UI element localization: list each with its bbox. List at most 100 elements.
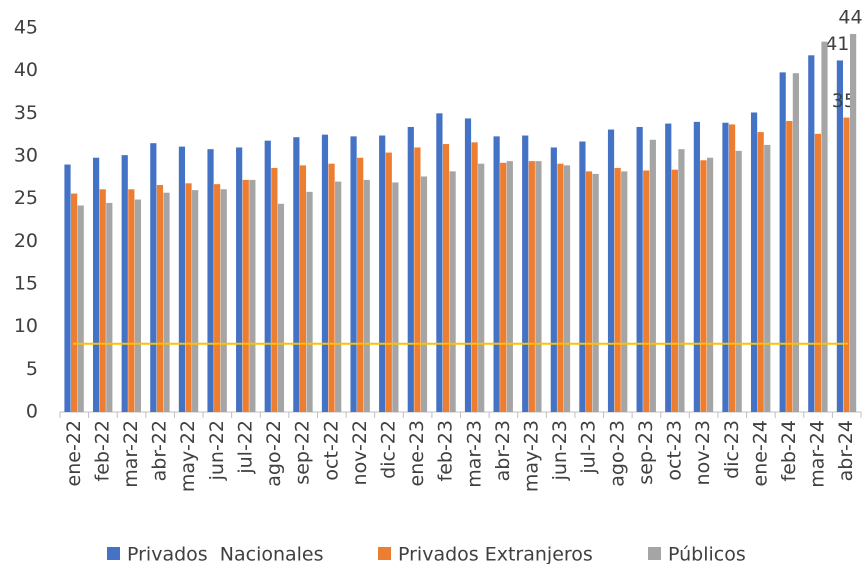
x-tick-label: feb-24 [778,420,800,481]
x-tick-label: sep-22 [292,420,314,485]
x-tick-label: nov-23 [692,420,714,485]
legend-label: Privados Extranjeros [398,544,593,564]
bar [614,167,621,412]
bar [678,149,685,412]
bar [471,142,478,412]
bar [242,179,249,412]
x-tick-label: ago-22 [263,420,285,487]
y-tick-label: 5 [26,358,38,380]
x-tick-label: sep-23 [635,420,657,485]
x-tick-label: jul-23 [578,420,600,475]
bar [557,163,564,412]
bar [550,147,557,412]
x-tick-label: oct-23 [664,420,686,481]
bar [99,189,106,412]
x-tick-label: ago-23 [606,420,628,487]
bar [757,132,764,412]
bar [185,183,192,412]
bar [220,189,227,412]
bar [579,141,586,412]
bar [706,157,714,412]
y-tick-label: 20 [14,230,38,252]
bar [728,124,736,412]
bar [693,121,700,412]
y-tick-label: 30 [14,145,38,167]
bar [665,123,672,412]
y-tick-label: 45 [14,17,38,39]
bar [299,165,307,412]
bar [178,146,186,412]
bar [249,179,256,412]
y-tick-label: 15 [14,273,38,295]
bar [93,157,100,412]
bar [500,162,507,412]
y-tick-label: 35 [14,102,38,124]
bar [506,161,513,412]
bar [649,139,656,412]
bar [592,173,599,412]
x-tick-label: feb-23 [435,420,457,481]
bar [306,191,313,412]
bar [128,189,135,412]
x-tick-label: abr-23 [492,420,514,481]
bar [607,129,615,412]
x-tick-label: jul-22 [234,420,256,475]
bar [528,161,535,412]
legend-label: Privados Nacionales [127,544,324,564]
bar [821,41,828,413]
bar [643,170,650,412]
bar [671,169,678,412]
x-tick-label: nov-22 [349,420,371,485]
bar [836,60,843,412]
data-label: 44 [838,6,862,28]
bar [264,140,271,412]
x-tick-label: abr-22 [149,420,171,481]
bar [134,199,142,412]
y-tick-label: 40 [14,59,38,81]
bar [585,171,593,412]
bar [385,152,392,412]
bar [121,155,128,412]
bar [843,117,850,412]
x-tick-label: may-22 [177,420,199,492]
bar [786,121,793,412]
bar [236,147,243,412]
bar [328,163,335,412]
x-tick-label: dic-22 [377,420,399,479]
bar [71,193,78,412]
bar [779,72,786,412]
bar [106,202,113,412]
bar [808,55,815,412]
bar [271,167,278,412]
bar [493,136,500,412]
bar [77,205,84,412]
x-tick-label: ene-22 [63,420,85,486]
legend-label: Públicos [668,544,746,564]
x-tick-label: jun-23 [549,420,571,481]
bar [449,171,456,412]
bar [849,33,857,413]
bar [293,137,300,412]
bar [335,181,342,412]
bar [792,73,799,412]
legend-swatch [378,547,391,560]
x-tick-label: dic-23 [721,420,743,479]
bar [478,163,485,412]
bar [357,157,364,412]
bar [414,147,421,412]
x-tick-label: mar-23 [463,420,485,488]
bar [363,179,370,412]
bar [379,135,386,412]
bar [814,133,821,412]
y-tick-label: 10 [14,315,38,337]
x-tick-label: oct-22 [320,420,342,481]
x-tick-label: may-23 [521,420,543,492]
bar [722,122,729,412]
y-tick-label: 0 [26,401,38,423]
bar [214,184,221,412]
x-tick-label: abr-24 [835,420,857,481]
bar [442,144,450,412]
bar [636,126,643,412]
bar [407,126,414,412]
legend-swatch [107,547,120,560]
